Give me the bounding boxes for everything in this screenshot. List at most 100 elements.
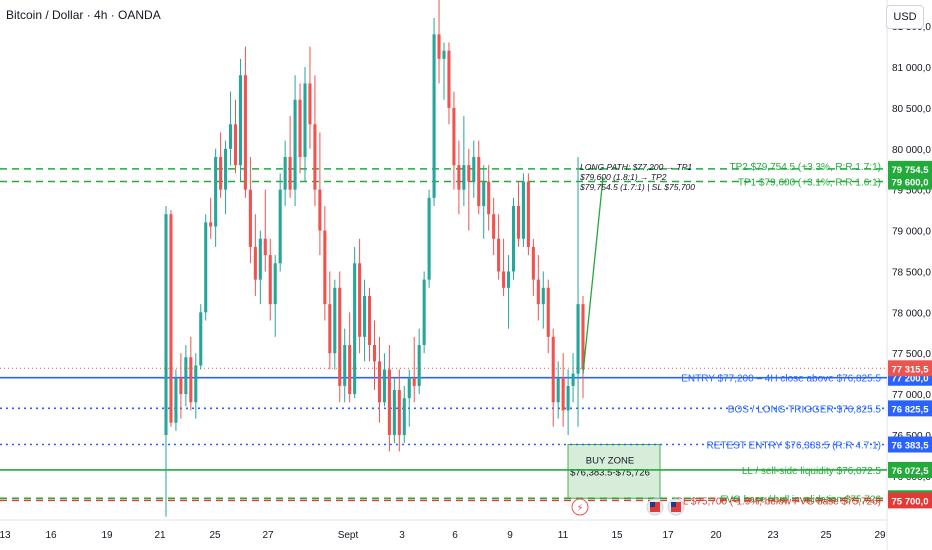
candle-body [521, 181, 525, 239]
candle-body [506, 271, 511, 288]
x-tick-label: 23 [767, 530, 779, 541]
annotation-line: LONG PATH: $77,200 → TP1 [580, 162, 692, 172]
candle-body [233, 124, 238, 166]
annotation-line: $79,754.5 (1.7:1) | SL $75,700 [579, 182, 695, 192]
candle-body [179, 377, 183, 395]
candle-body [189, 357, 193, 403]
x-tick-label: 25 [209, 530, 221, 541]
candle-body [253, 246, 257, 280]
candle-body [313, 124, 317, 190]
x-tick-label: 15 [611, 530, 623, 541]
candle-body [243, 75, 247, 190]
lightning-icon: ⚡ [576, 503, 583, 514]
x-tick-label: 25 [820, 530, 832, 541]
x-tick-label: 13 [0, 530, 11, 541]
candle-body [333, 287, 337, 354]
candle-body [268, 255, 272, 305]
y-tick-label: 79 000,0 [892, 227, 931, 238]
candle-body [422, 279, 426, 346]
candle-body [561, 377, 565, 411]
candle-body [288, 156, 292, 190]
y-tick-label: 77 000,0 [892, 390, 931, 401]
candle-body [318, 189, 322, 231]
x-tick-label: Sept [338, 530, 359, 541]
candle-body [462, 165, 466, 190]
candle-body [328, 304, 332, 354]
y-tick-label: 77 500,0 [892, 349, 931, 360]
candle-body [452, 107, 456, 166]
level-label: LL / sell-side liquidity $76,072.5 [742, 466, 882, 477]
candle-body [338, 287, 342, 386]
x-tick-label: 6 [452, 530, 458, 541]
buy-zone-range: $76,383.5-$75,726 [570, 467, 650, 478]
level-label: RETEST ENTRY $76,383.5 (R:R 4.7:1) [706, 440, 881, 451]
candle-body [194, 365, 198, 403]
symbol-title[interactable]: Bitcoin / Dollar · 4h · OANDA [6, 8, 161, 22]
candle-body [363, 295, 367, 337]
level-label: TP1 $79,600 (+3.1%, R:R 1.6:1) [738, 178, 881, 189]
level-price-text: 75 700,0 [892, 496, 929, 507]
candle-body [367, 295, 372, 346]
x-tick-label: 19 [101, 530, 113, 541]
level-label: TP2 $79,754.5 (+3.3%, R:R 1.7:1) [730, 162, 881, 173]
level-label: BOS / LONG TRIGGER $76,825.5 [728, 404, 882, 415]
candle-body [164, 214, 168, 435]
candle-body [536, 279, 540, 305]
flag-canton-icon [671, 502, 676, 507]
candle-body [199, 312, 203, 366]
candle-body [258, 238, 262, 280]
projection-path [582, 177, 604, 374]
level-price-tag [888, 461, 932, 478]
candle-body [397, 390, 401, 435]
candle-body [343, 345, 347, 386]
candle-body [303, 83, 307, 157]
x-tick-label: 9 [507, 530, 513, 541]
level-label: FVG base / bull invalidation $75,726 [720, 494, 881, 505]
x-tick-label: 20 [710, 530, 722, 541]
candle-body [293, 99, 297, 190]
candle-body [526, 181, 530, 247]
candle-body [457, 165, 461, 190]
last-price-tag [888, 360, 932, 377]
candle-body [497, 238, 501, 272]
y-tick-label: 78 000,0 [892, 308, 931, 319]
candle-body [402, 398, 406, 435]
level-price-tag [888, 400, 932, 417]
level-price-tag [888, 173, 932, 190]
candle-body [477, 156, 481, 207]
candle-body [174, 377, 178, 423]
candle-body [204, 222, 208, 313]
candle-body [392, 390, 396, 435]
candle-body [546, 287, 550, 337]
candle-body [323, 230, 327, 305]
level-price-text: 79 754,5 [892, 165, 930, 176]
candle-body [437, 34, 441, 59]
candle-body [358, 263, 362, 337]
candle-body [308, 83, 312, 125]
candle-body [412, 377, 416, 386]
level-price-text: 77 200,0 [892, 374, 929, 385]
annotation-line: $79,600 (1.8:1) → TP2 [579, 172, 667, 182]
y-tick-label: 81 000,0 [892, 63, 931, 74]
currency-selector[interactable]: USD [886, 5, 924, 29]
candle-body [482, 181, 486, 207]
level-price-tag [888, 436, 932, 453]
candle-body [541, 287, 545, 305]
candle-body [372, 345, 377, 362]
candle-body [417, 345, 421, 386]
flag-canton-icon [650, 502, 655, 507]
candle-body [472, 156, 476, 182]
x-tick-label: 27 [262, 530, 274, 541]
candle-body [382, 369, 386, 403]
y-tick-label: 78 500,0 [892, 267, 931, 278]
x-tick-label: 11 [558, 530, 569, 541]
level-price-text: 76 383,5 [892, 440, 930, 451]
candle-body [516, 206, 521, 239]
candle-body [531, 246, 535, 280]
candle-body [467, 165, 471, 182]
y-tick-label: 76 500,0 [892, 431, 931, 442]
last-price-text: 77 315,5 [892, 364, 930, 375]
candle-body [224, 148, 228, 190]
candle-body [387, 369, 391, 435]
